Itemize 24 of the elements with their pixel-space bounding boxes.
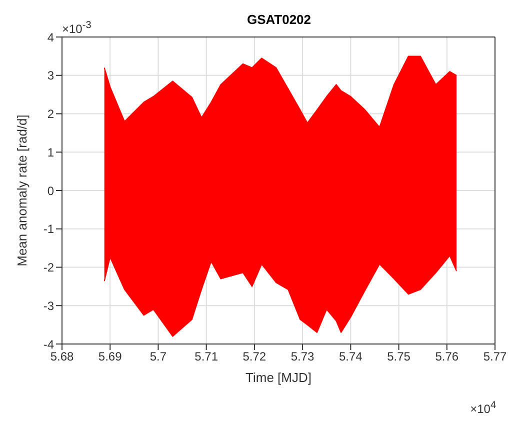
y-tick-label: 4 <box>47 30 54 44</box>
x-tick-label: 5.77 <box>483 350 507 364</box>
x-tick-label: 5.72 <box>242 350 266 364</box>
x-tick-label: 5.73 <box>290 350 315 364</box>
y-tick-label: 1 <box>47 145 54 160</box>
y-tick-label: 0 <box>47 184 54 198</box>
y-tick-label: -4 <box>43 337 54 352</box>
text: ×10$^{4}$ <box>470 400 496 416</box>
y-tick-label: -1 <box>43 222 54 236</box>
chart-title: GSAT0202 <box>246 12 312 27</box>
x-tick-label: 5.68 <box>50 350 74 364</box>
y-tick-label: -2 <box>43 260 54 275</box>
y-tick-label: 3 <box>47 68 54 83</box>
x-tick-label: 5.75 <box>387 350 411 364</box>
x-tick-label: 5.71 <box>194 350 218 364</box>
x-tick-label: 5.7 <box>150 350 167 364</box>
x-tick-label: 5.76 <box>435 350 459 364</box>
x-axis-title: Time [MJD] <box>246 370 312 385</box>
y-tick-label: 2 <box>47 107 54 122</box>
x-tick-label: 5.74 <box>338 350 363 364</box>
x-tick-label: 5.69 <box>98 350 122 364</box>
y-axis-title: Mean anomaly rate [rad/d] <box>14 114 30 266</box>
text: ×10$^{-3}$ <box>62 20 92 36</box>
y-tick-label: -3 <box>43 298 54 313</box>
